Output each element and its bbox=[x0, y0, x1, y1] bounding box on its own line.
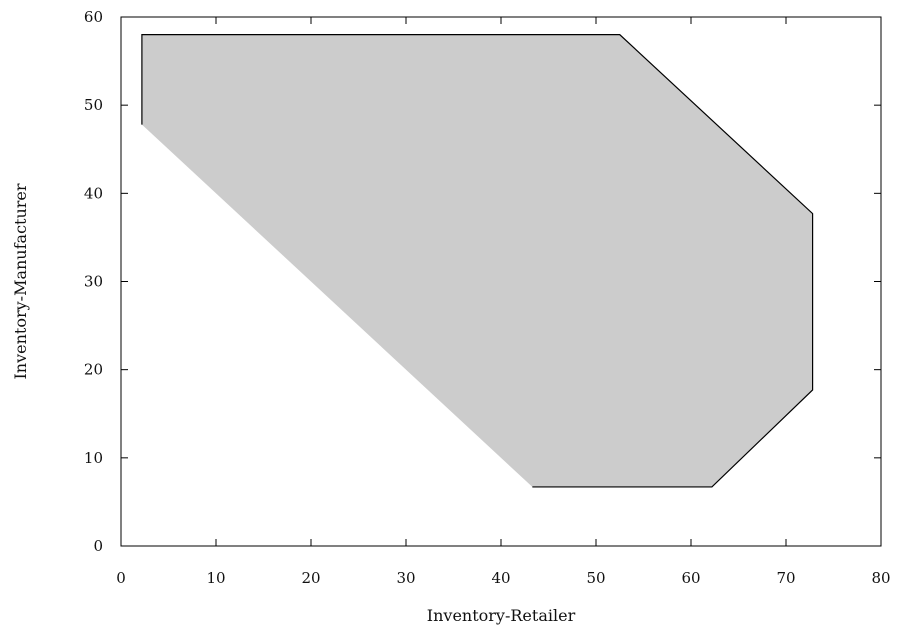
x-tick-label: 50 bbox=[586, 569, 605, 587]
y-tick-label: 30 bbox=[84, 273, 103, 291]
x-tick-label: 60 bbox=[681, 569, 700, 587]
x-tick-label: 80 bbox=[871, 569, 890, 587]
feasible-region-outline bbox=[141, 34, 814, 488]
x-tick-label: 30 bbox=[396, 569, 415, 587]
y-tick-label: 10 bbox=[84, 449, 103, 467]
x-tick-label: 0 bbox=[116, 569, 126, 587]
feasible-region-fill bbox=[141, 34, 813, 487]
y-axis-title: Inventory-Manufacturer bbox=[11, 183, 30, 379]
y-tick-label: 20 bbox=[84, 361, 103, 379]
x-tick-label: 40 bbox=[491, 569, 510, 587]
y-tick-label: 60 bbox=[84, 8, 103, 26]
x-tick-label: 70 bbox=[776, 569, 795, 587]
y-tick-label: 0 bbox=[93, 537, 103, 555]
y-tick-label: 50 bbox=[84, 96, 103, 114]
x-axis-title: Inventory-Retailer bbox=[427, 606, 576, 625]
x-tick-label: 10 bbox=[206, 569, 225, 587]
x-axis: 0 10 20 30 40 50 60 70 80 bbox=[116, 17, 891, 587]
plot-area bbox=[141, 34, 814, 488]
y-axis: 0 10 20 30 40 50 60 bbox=[84, 8, 881, 555]
x-tick-label: 20 bbox=[301, 569, 320, 587]
y-tick-label: 40 bbox=[84, 184, 103, 202]
